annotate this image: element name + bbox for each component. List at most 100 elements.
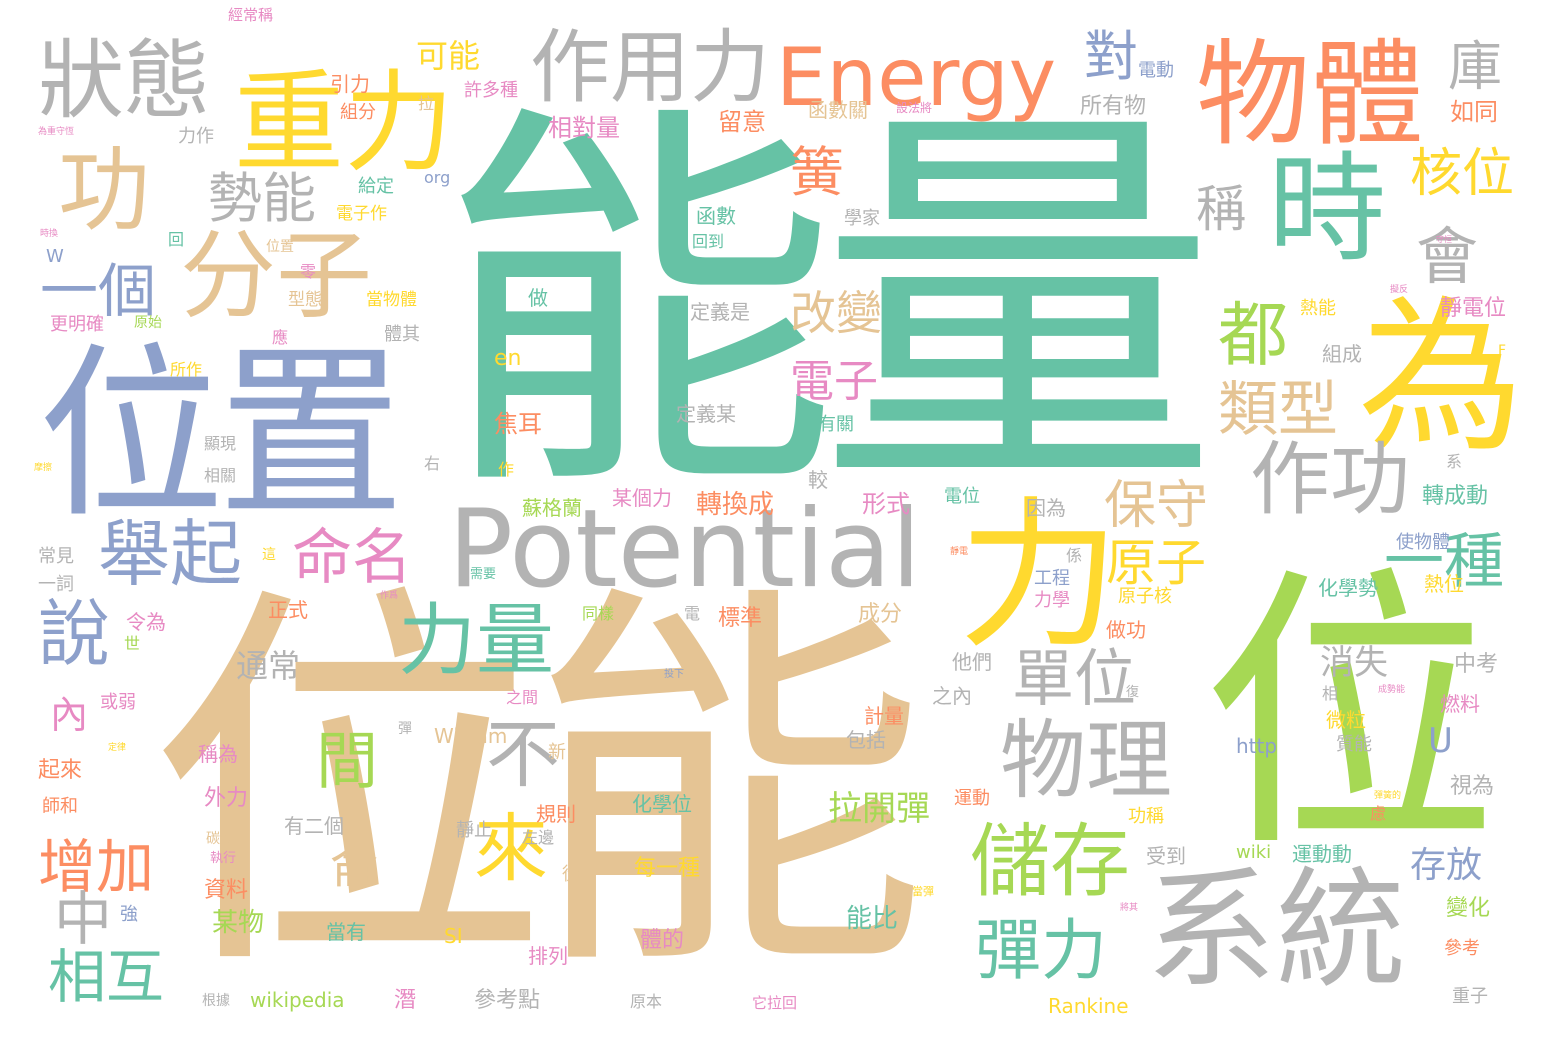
word: Potential (448, 487, 922, 612)
word: 位 (1202, 543, 1497, 887)
word: 從 (562, 864, 580, 885)
word: 力量 (398, 596, 555, 686)
word: 參考點 (474, 988, 541, 1013)
word: 包括 (846, 728, 886, 752)
word: 拉 (418, 94, 435, 113)
word: 彈簧的 (1374, 791, 1402, 801)
word: 復 (1126, 685, 1140, 700)
word: 起來 (38, 758, 83, 783)
word: 存放 (1410, 845, 1483, 886)
word: 計量 (864, 704, 904, 728)
word: 回到 (692, 232, 725, 251)
word: 類型 (1218, 375, 1338, 445)
word: 時換 (40, 229, 59, 239)
word: 標準 (718, 606, 763, 631)
word: 位置 (266, 239, 294, 255)
word: 功 (58, 137, 151, 244)
word: 微粒 (1326, 708, 1366, 732)
word: 摩擦 (34, 463, 53, 473)
word: 型態 (288, 290, 322, 310)
word: 投下 (664, 669, 684, 680)
word: 狀態 (38, 31, 210, 131)
word: 組分 (340, 102, 376, 123)
word: 函數 (696, 204, 736, 228)
word: 定義是 (690, 300, 750, 324)
word: 化學位 (632, 792, 692, 816)
word: 許多種 (464, 80, 518, 101)
word: 重力 (234, 59, 454, 187)
word: 作爲 (380, 591, 399, 601)
word: 定律 (108, 743, 127, 753)
word: 慮 (1370, 804, 1387, 823)
word: 令為 (126, 610, 166, 634)
word: 靜電位 (1440, 296, 1507, 321)
word: 力作 (178, 126, 214, 147)
word: 彈 (398, 721, 412, 737)
word: 一種 (1384, 527, 1504, 597)
word: SI (444, 924, 463, 948)
word: 為重守恆 (38, 127, 75, 137)
word: 當物體 (366, 290, 417, 310)
word: 經常稱 (228, 6, 274, 24)
word: 增加 (38, 833, 155, 901)
word: 所作 (170, 360, 203, 379)
word: 這 (262, 547, 276, 563)
word: 更明確 (50, 314, 104, 335)
word: 命名 (292, 523, 412, 593)
word: 熱能 (1300, 298, 1336, 319)
word: 靜電 (950, 547, 969, 557)
word: 函數關 (808, 98, 868, 122)
word: 轉換成 (696, 490, 775, 520)
word: 排列 (528, 944, 568, 968)
word: 稱為 (198, 742, 238, 766)
word: 相互 (48, 943, 165, 1011)
word: 同樣 (582, 604, 615, 623)
word: Rankine (1048, 994, 1129, 1018)
word: 改變 (790, 286, 882, 340)
word: 對 (1084, 25, 1138, 88)
word: 留意 (718, 108, 766, 136)
word: 會 (1416, 220, 1479, 293)
word: 運動動 (1292, 842, 1352, 866)
word: 電子 (790, 356, 878, 407)
word: 如同 (1450, 98, 1498, 126)
word: 係 (1066, 546, 1083, 565)
word: 形式 (862, 490, 910, 518)
word: 守恒 (1436, 235, 1452, 244)
word: 相 (1322, 684, 1339, 703)
word: 位置 (38, 326, 404, 543)
word: 間 (305, 728, 378, 790)
word: 力學 (1034, 590, 1070, 611)
word: 或弱 (100, 692, 136, 713)
word: 有關 (818, 414, 854, 435)
word: 強 (120, 904, 138, 925)
word: 靜止 (456, 820, 492, 841)
word: 規則 (536, 802, 576, 826)
word: 受到 (1146, 844, 1186, 868)
word: 變化 (1446, 896, 1491, 921)
word: 系 (1446, 452, 1463, 471)
word: 來 (474, 806, 548, 892)
word: 能比 (846, 904, 899, 934)
word: 執行 (210, 851, 237, 866)
word: 一個 (40, 257, 157, 325)
word: 定義某 (676, 402, 736, 426)
word: 原本 (630, 992, 663, 1011)
word: 相關 (204, 466, 237, 485)
word: 視為 (1450, 774, 1495, 799)
word: 化學勢 (1318, 576, 1378, 600)
word: 彈力 (975, 912, 1107, 989)
word: 之內 (932, 684, 972, 708)
word: 單位 (1012, 642, 1137, 715)
word: 工程 (1034, 568, 1070, 589)
word: 它拉回 (752, 994, 798, 1012)
word: W (46, 246, 64, 267)
word: 蘇格蘭 (522, 496, 582, 520)
word: 當彈 (912, 885, 934, 898)
word: 稱 (1196, 180, 1246, 238)
word: 電位 (944, 486, 980, 507)
word: 左邊 (522, 828, 555, 847)
word: 原始 (134, 315, 162, 331)
word: 所有物 (1080, 94, 1147, 119)
